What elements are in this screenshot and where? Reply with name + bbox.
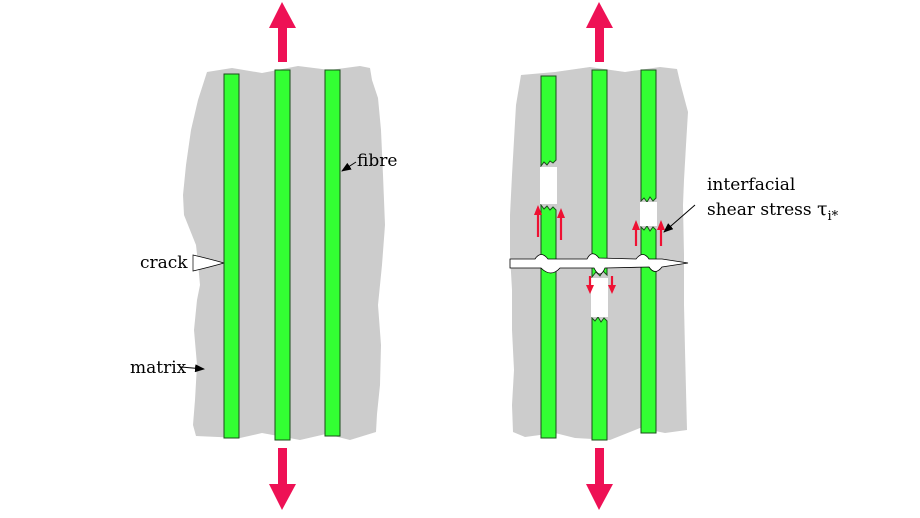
shear-arrows-group [534,205,665,294]
shear-arrow-icon [534,205,542,237]
shear-arrow-icon [608,276,616,294]
shear-arrow-icon [586,276,594,294]
shear-arrow-icon [557,208,565,240]
fibre-3-gap [640,202,657,226]
right-through-crack [509,253,689,275]
tau-subscript: i* [827,209,839,224]
left-top-load-arrow-icon [269,2,296,62]
right-fibre-3 [640,69,657,434]
tau-symbol: τ [817,198,828,220]
interfacial-label: interfacial [707,175,796,195]
right-top-load-arrow-icon [586,2,613,62]
shear-arrow-icon [657,220,665,246]
matrix-label: matrix [130,358,187,378]
fibre-label: fibre [357,151,398,171]
fibre-2-gap [591,278,608,317]
fibre-pointer-arrow-icon [341,161,357,172]
right-fibre-2 [591,69,608,441]
left-fibre-1 [223,73,240,439]
fibre-1-gap [540,167,557,204]
shear-stress-label: shear stress τi* [707,198,839,224]
left-panel [180,2,385,510]
shear-stress-text: shear stress [707,200,817,220]
left-fibre-3 [324,69,341,437]
shear-pointer-arrow-icon [663,204,696,233]
matrix-pointer-arrow-icon [180,364,205,373]
left-bottom-load-arrow-icon [269,448,296,510]
left-fibre-2 [274,69,291,441]
right-bottom-load-arrow-icon [586,448,613,510]
shear-arrow-icon [632,220,640,246]
right-panel [509,2,696,510]
crack-label: crack [140,253,188,273]
